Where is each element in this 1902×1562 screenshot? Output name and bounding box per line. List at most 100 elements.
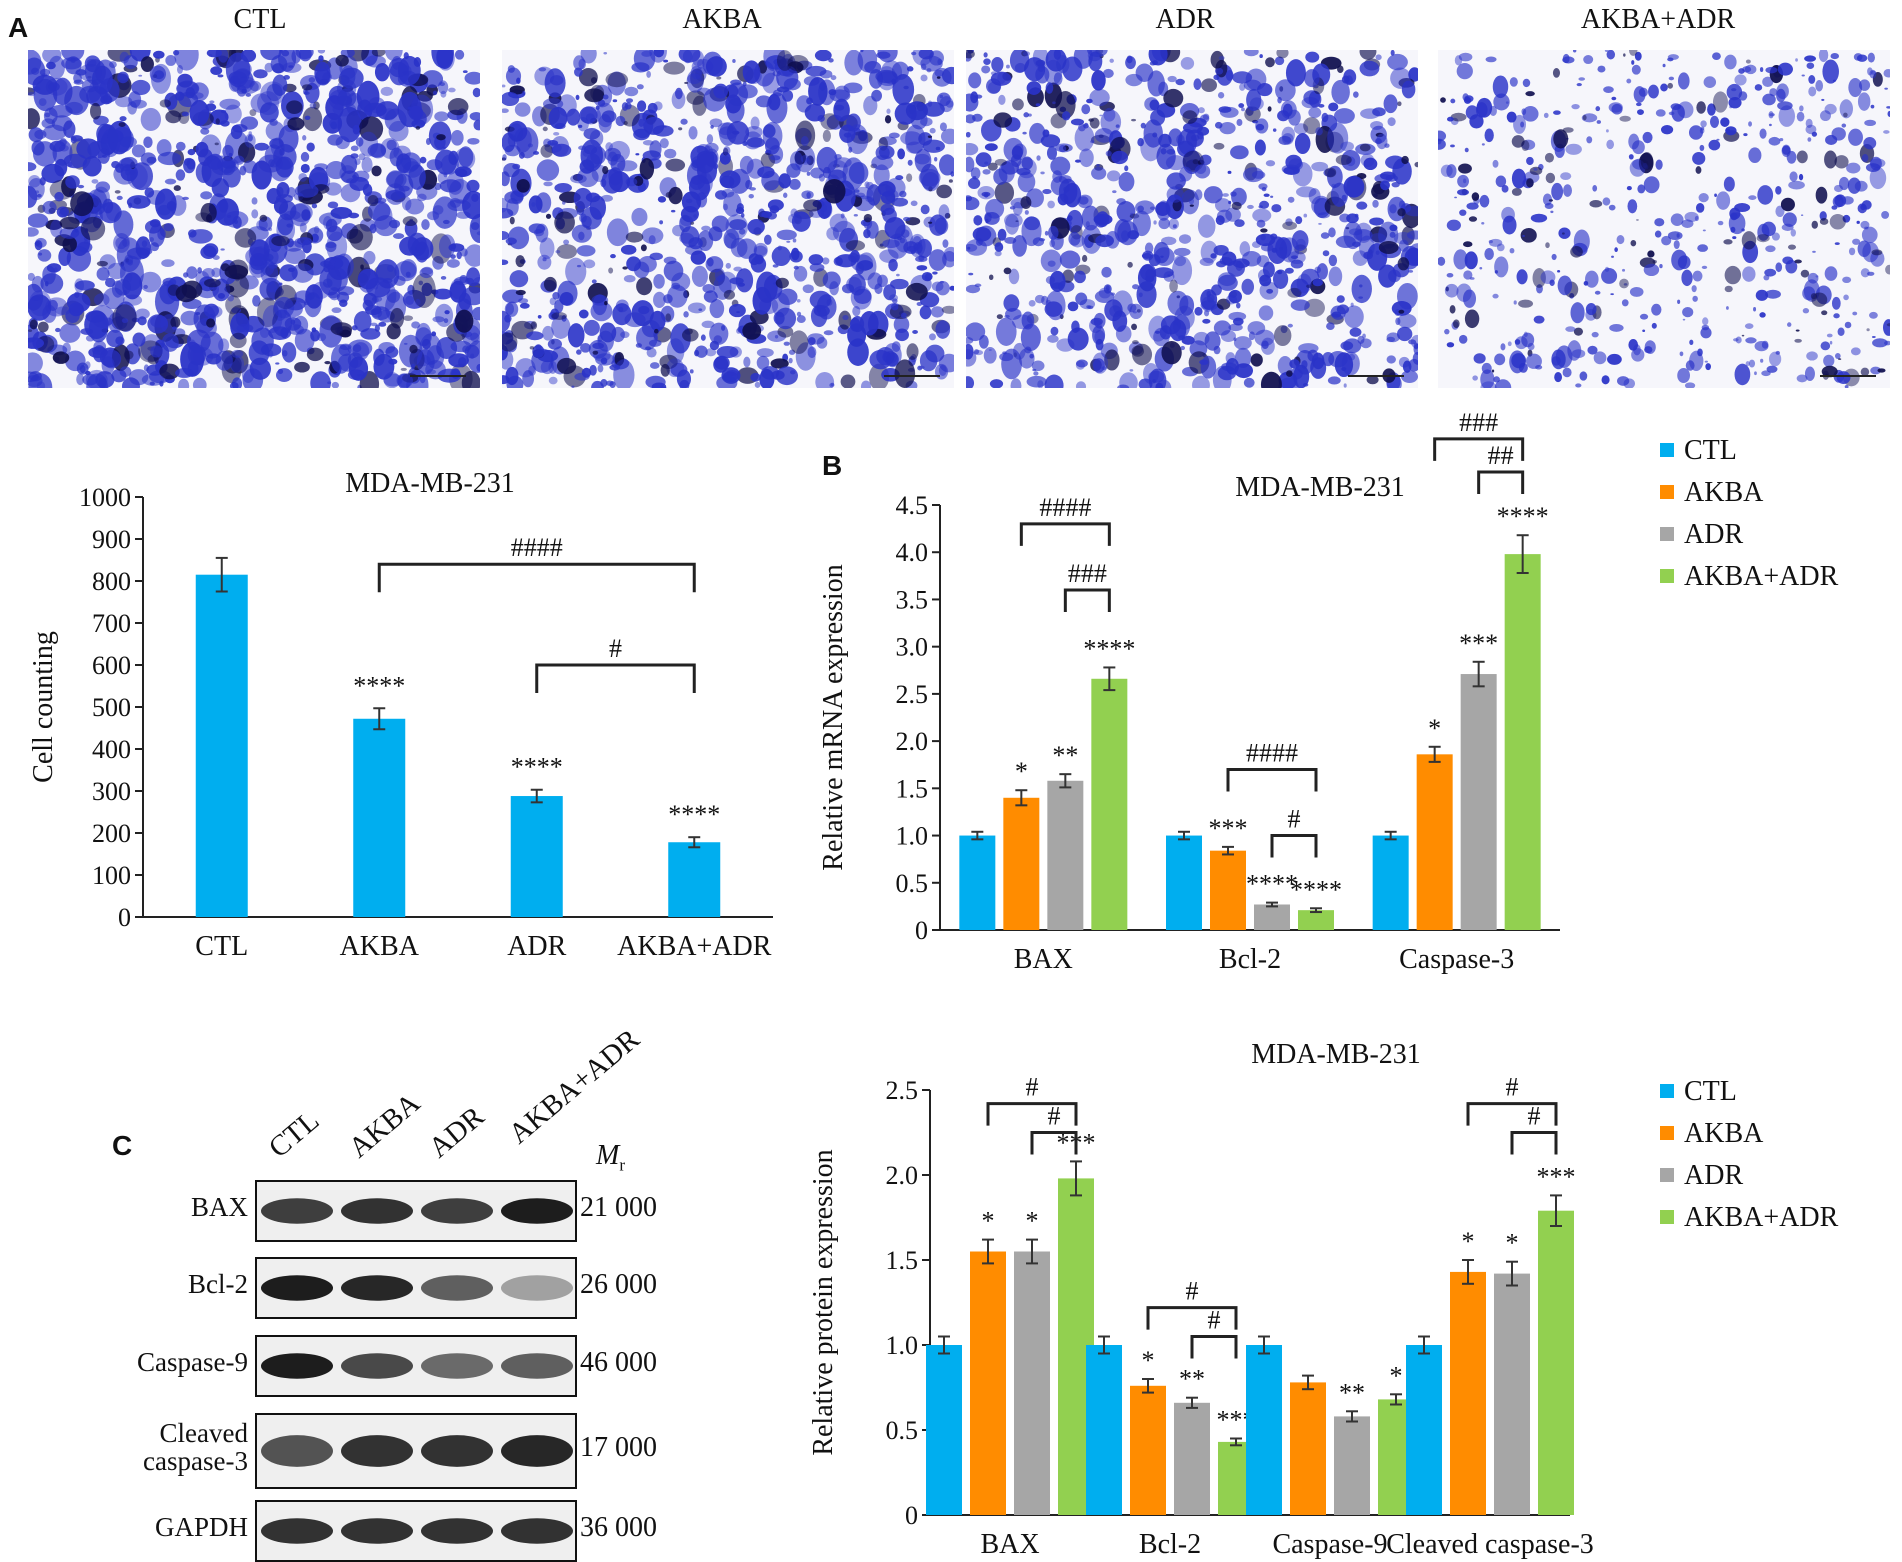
stained-cell: [90, 102, 102, 120]
stained-cell: [900, 312, 907, 319]
stained-cell: [624, 86, 639, 97]
bar: [195, 574, 248, 917]
comparison-bracket: [1146, 1306, 1238, 1330]
stained-cell: [310, 329, 321, 342]
stained-cell: [934, 156, 938, 162]
stained-cell: [758, 208, 765, 218]
stained-cell: [929, 333, 936, 341]
stained-cell: [583, 259, 596, 269]
stained-cell: [202, 267, 215, 279]
stained-cell: [232, 124, 248, 133]
stained-cell: [806, 191, 811, 199]
stained-cell: [725, 94, 742, 114]
stained-cell: [902, 216, 911, 222]
comparison-label: #: [1528, 1102, 1541, 1131]
stained-cell: [298, 50, 312, 62]
stained-cell: [1236, 118, 1243, 127]
stained-cell: [231, 349, 244, 358]
significance-label: ****: [511, 753, 563, 782]
comparison-bracket: [377, 562, 696, 593]
y-tick-label: 4.5: [896, 491, 929, 520]
stained-cell: [816, 146, 838, 174]
stained-cell: [792, 238, 797, 243]
stained-cell: [549, 75, 564, 86]
stained-cell: [557, 280, 578, 306]
stained-cell: [756, 348, 774, 358]
bar: [1334, 1416, 1370, 1515]
stained-cell: [529, 346, 535, 350]
stained-cell: [210, 66, 223, 76]
stained-cell: [920, 163, 939, 190]
stained-cell: [567, 323, 585, 348]
stained-cell: [624, 312, 646, 328]
stained-cell: [580, 139, 604, 172]
stained-cell: [871, 155, 894, 171]
stained-cell: [1087, 305, 1094, 310]
stained-cell: [983, 52, 988, 58]
stained-cell: [536, 159, 560, 181]
chart-2: 0 0.5 1.0 1.5 2.0 2.5 Relative protein express…: [808, 1039, 1839, 1560]
comparison-bracket: [1466, 1102, 1558, 1126]
stained-cell: [251, 209, 259, 219]
stained-cell: [284, 317, 302, 331]
stained-cell: [405, 198, 425, 215]
stained-cell: [200, 191, 213, 200]
stained-cell: [987, 162, 998, 171]
stained-cell: [775, 307, 797, 330]
stained-cell: [928, 50, 944, 66]
stained-cell: [939, 280, 944, 284]
stained-cell: [417, 90, 433, 102]
stained-cell: [912, 330, 918, 334]
stained-cell: [766, 211, 778, 220]
stained-cell: [1172, 224, 1177, 229]
stained-cell: [649, 310, 666, 332]
stained-cell: [788, 213, 801, 224]
stained-cell: [229, 332, 247, 349]
stained-cell: [109, 61, 117, 69]
stained-cell: [864, 61, 882, 74]
stained-cell: [1018, 348, 1035, 369]
stained-cell: [374, 62, 390, 82]
stained-cell: [325, 242, 337, 249]
stained-cell: [247, 134, 253, 142]
stained-cell: [789, 330, 809, 354]
significance-label: *: [1462, 1227, 1475, 1256]
stained-cell: [165, 110, 182, 124]
stained-cell: [425, 137, 431, 145]
stained-cell: [682, 328, 699, 342]
stained-cell: [249, 357, 271, 380]
stained-cell: [367, 195, 379, 207]
stained-cell: [1401, 370, 1418, 384]
stained-cell: [436, 134, 446, 141]
stained-cell: [187, 148, 196, 156]
stained-cell: [620, 244, 637, 255]
stained-cell: [623, 120, 628, 126]
stained-cell: [284, 248, 306, 264]
stained-cell: [647, 102, 658, 114]
stained-cell: [578, 231, 585, 241]
stained-cell: [273, 296, 295, 319]
stained-cell: [776, 65, 799, 90]
stained-cell: [756, 355, 770, 370]
y-tick-label: 900: [92, 525, 131, 554]
stained-cell: [76, 373, 85, 386]
stained-cell: [82, 373, 98, 386]
stained-cell: [854, 189, 860, 193]
micro-title-adr: ADR: [1155, 4, 1215, 35]
stained-cell: [373, 348, 385, 366]
stained-cell: [883, 284, 897, 301]
stained-cell: [518, 298, 529, 304]
stained-cell: [200, 245, 217, 259]
stained-cell: [1055, 91, 1076, 119]
stained-cell: [537, 314, 542, 319]
stained-cell: [116, 195, 123, 200]
stained-cell: [554, 122, 566, 130]
stained-cell: [633, 261, 650, 279]
comparison-label: #: [609, 634, 622, 663]
stained-cell: [324, 182, 342, 196]
stained-cell: [327, 291, 339, 299]
stained-cell: [228, 152, 233, 158]
stained-cell: [545, 213, 552, 219]
stained-cell: [906, 173, 913, 182]
stained-cell: [1256, 219, 1266, 228]
